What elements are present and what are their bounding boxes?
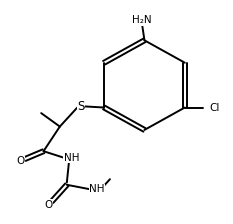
- Text: O: O: [16, 156, 24, 166]
- Text: S: S: [77, 100, 85, 113]
- Text: H₂N: H₂N: [132, 15, 152, 25]
- Text: O: O: [44, 200, 52, 210]
- Text: NH: NH: [64, 153, 79, 163]
- Text: NH: NH: [89, 184, 105, 194]
- Text: Cl: Cl: [209, 103, 220, 112]
